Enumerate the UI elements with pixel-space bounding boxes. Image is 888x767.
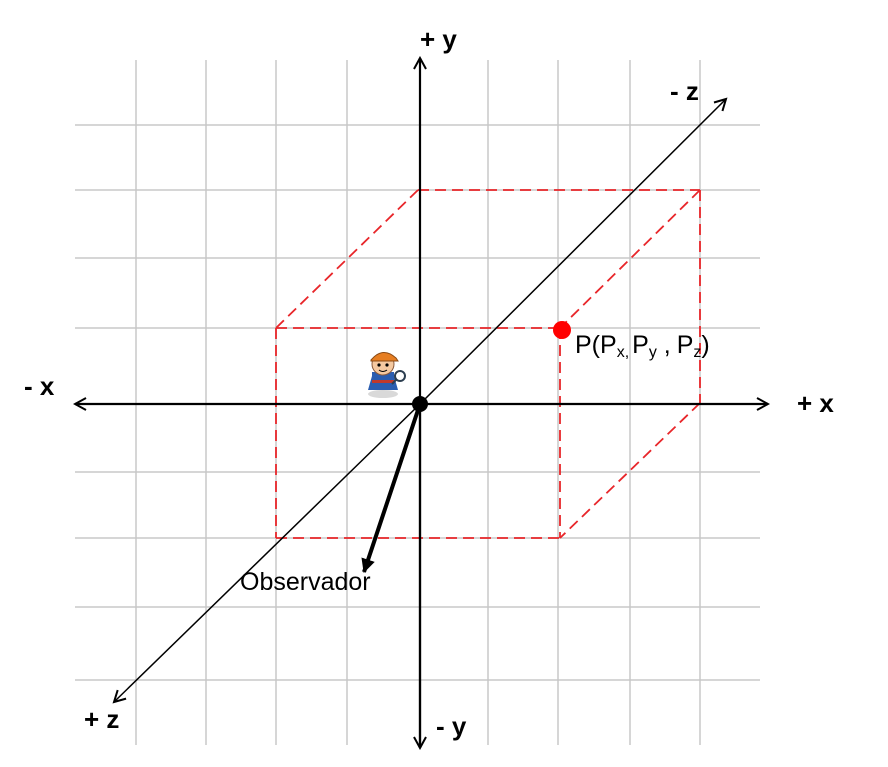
y-neg-label: - y bbox=[436, 711, 467, 741]
point-p-label: P(Px, Py , Pz) bbox=[575, 331, 710, 361]
x-pos-label: + x bbox=[797, 388, 834, 418]
z-axis-neg bbox=[419, 99, 726, 405]
point-p-dot bbox=[553, 321, 571, 339]
z-neg-label: - z bbox=[670, 76, 699, 106]
y-pos-label: + y bbox=[420, 24, 457, 54]
observer-arrow bbox=[361, 403, 422, 573]
x-neg-label: - x bbox=[24, 371, 55, 401]
origin-dot bbox=[412, 396, 428, 412]
person-icon bbox=[368, 352, 406, 398]
z-pos-label: + z bbox=[84, 704, 119, 734]
z-axis-pos bbox=[114, 403, 421, 702]
bounding-box bbox=[275, 189, 701, 539]
observer-label: Observador bbox=[240, 568, 371, 596]
